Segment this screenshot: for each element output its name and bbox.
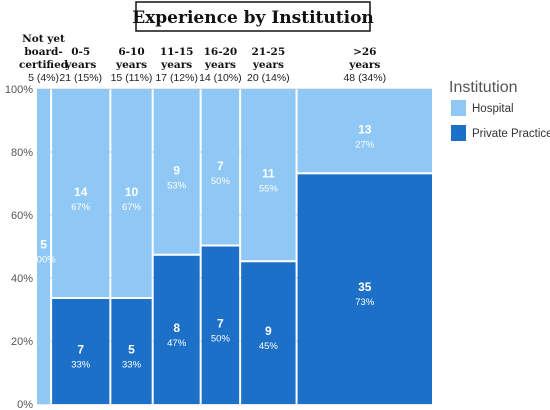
y-tick-label: 100% <box>5 84 33 96</box>
value-label-hospital-0-5-years: 14 <box>74 185 88 199</box>
value-label-private-practice-0-5-years: 7 <box>77 343 84 357</box>
value-label-private-practice-11-15-years: 8 <box>173 321 180 335</box>
category-header-26-years: >26 years <box>348 46 380 71</box>
percent-label-private-practice-16-20-years: 50% <box>211 333 231 344</box>
category-total-0-5-years: 21 (15%) <box>59 72 102 84</box>
legend-label-hospital: Hospital <box>472 103 514 115</box>
value-label-hospital-6-10-years: 10 <box>125 185 139 199</box>
category-header-21-25-years: 21-25 years <box>252 46 286 71</box>
legend-swatch-hospital <box>451 100 466 116</box>
percent-label-private-practice-0-5-years: 33% <box>71 360 91 371</box>
y-tick-label: 40% <box>11 273 33 285</box>
category-header-not-yet-board-certified: Not yet board-certified <box>19 33 69 71</box>
percent-label-hospital-0-5-years: 67% <box>71 202 91 213</box>
category-total-21-25-years: 20 (14%) <box>247 72 290 84</box>
bar-hospital-0-5-years <box>52 89 110 297</box>
category-total-11-15-years: 17 (12%) <box>155 72 198 84</box>
percent-label-private-practice-11-15-years: 47% <box>167 338 187 349</box>
y-tick-label: 60% <box>11 210 33 222</box>
legend: Institution Hospital Private Practice <box>449 79 550 141</box>
value-label-private-practice-26-years: 35 <box>358 280 372 294</box>
category-header-11-15-years: 11-15 years <box>160 46 194 71</box>
bar-private-practice-6-10-years <box>111 299 152 404</box>
y-tick-label: 80% <box>11 147 33 159</box>
percent-label-private-practice-6-10-years: 33% <box>122 360 142 371</box>
value-label-hospital-26-years: 13 <box>358 123 372 137</box>
percent-label-hospital-not-yet-board-certified: 100% <box>31 255 56 266</box>
legend-title: Institution <box>449 79 517 96</box>
percent-label-hospital-16-20-years: 50% <box>211 176 231 187</box>
percent-label-hospital-11-15-years: 53% <box>167 180 187 191</box>
bar-private-practice-0-5-years <box>52 299 110 404</box>
percent-label-hospital-21-25-years: 55% <box>259 184 279 195</box>
category-total-not-yet-board-certified: 5 (4%) <box>28 72 59 84</box>
percent-label-hospital-26-years: 27% <box>355 140 375 151</box>
bar-private-practice-21-25-years <box>241 262 296 404</box>
bars <box>37 89 432 404</box>
bar-hospital-16-20-years <box>201 89 240 245</box>
title-box <box>135 1 371 32</box>
bar-hospital-11-15-years <box>153 89 200 254</box>
value-label-hospital-11-15-years: 9 <box>173 163 180 177</box>
bar-hospital-6-10-years <box>111 89 152 297</box>
category-header-16-20-years: 16-20 years <box>204 46 238 71</box>
bar-labels: 5 100% 7 33% 14 67% 5 33% 10 67% 8 47% 9 53% 7 50% 7 50% 9… <box>31 123 374 371</box>
category-total-6-10-years: 15 (11%) <box>111 72 153 84</box>
legend-label-private-practice: Private Practice <box>472 128 550 140</box>
y-tick-label: 0% <box>17 399 33 410</box>
value-label-private-practice-21-25-years: 9 <box>265 324 272 338</box>
category-header-6-10-years: 6-10 years <box>115 46 147 71</box>
bar-hospital-21-25-years <box>241 89 296 261</box>
value-label-hospital-21-25-years: 11 <box>262 167 275 181</box>
bar-private-practice-11-15-years <box>153 255 200 404</box>
category-total-16-20-years: 14 (10%) <box>199 72 242 84</box>
legend-swatch-private-practice <box>451 125 466 141</box>
bar-private-practice-26-years <box>297 174 432 404</box>
category-total-26-years: 48 (34%) <box>343 72 386 84</box>
chart-title: Experience by Institution <box>132 8 374 28</box>
percent-label-hospital-6-10-years: 67% <box>122 202 142 213</box>
category-header-0-5-years: 0-5 years <box>64 46 96 71</box>
bar-private-practice-16-20-years <box>201 246 240 404</box>
value-label-hospital-16-20-years: 7 <box>217 159 224 173</box>
percent-label-private-practice-26-years: 73% <box>355 297 375 308</box>
value-label-private-practice-6-10-years: 5 <box>128 343 135 357</box>
y-axis: 0% 20% 40% 60% 80% 100% <box>5 84 33 410</box>
bar-hospital-26-years <box>297 89 432 173</box>
value-label-private-practice-16-20-years: 7 <box>217 316 224 330</box>
bar-hospital-not-yet-board-certified <box>37 89 51 404</box>
percent-label-private-practice-21-25-years: 45% <box>259 341 279 352</box>
value-label-hospital-not-yet-board-certified: 5 <box>40 238 47 252</box>
y-tick-label: 20% <box>11 336 33 348</box>
